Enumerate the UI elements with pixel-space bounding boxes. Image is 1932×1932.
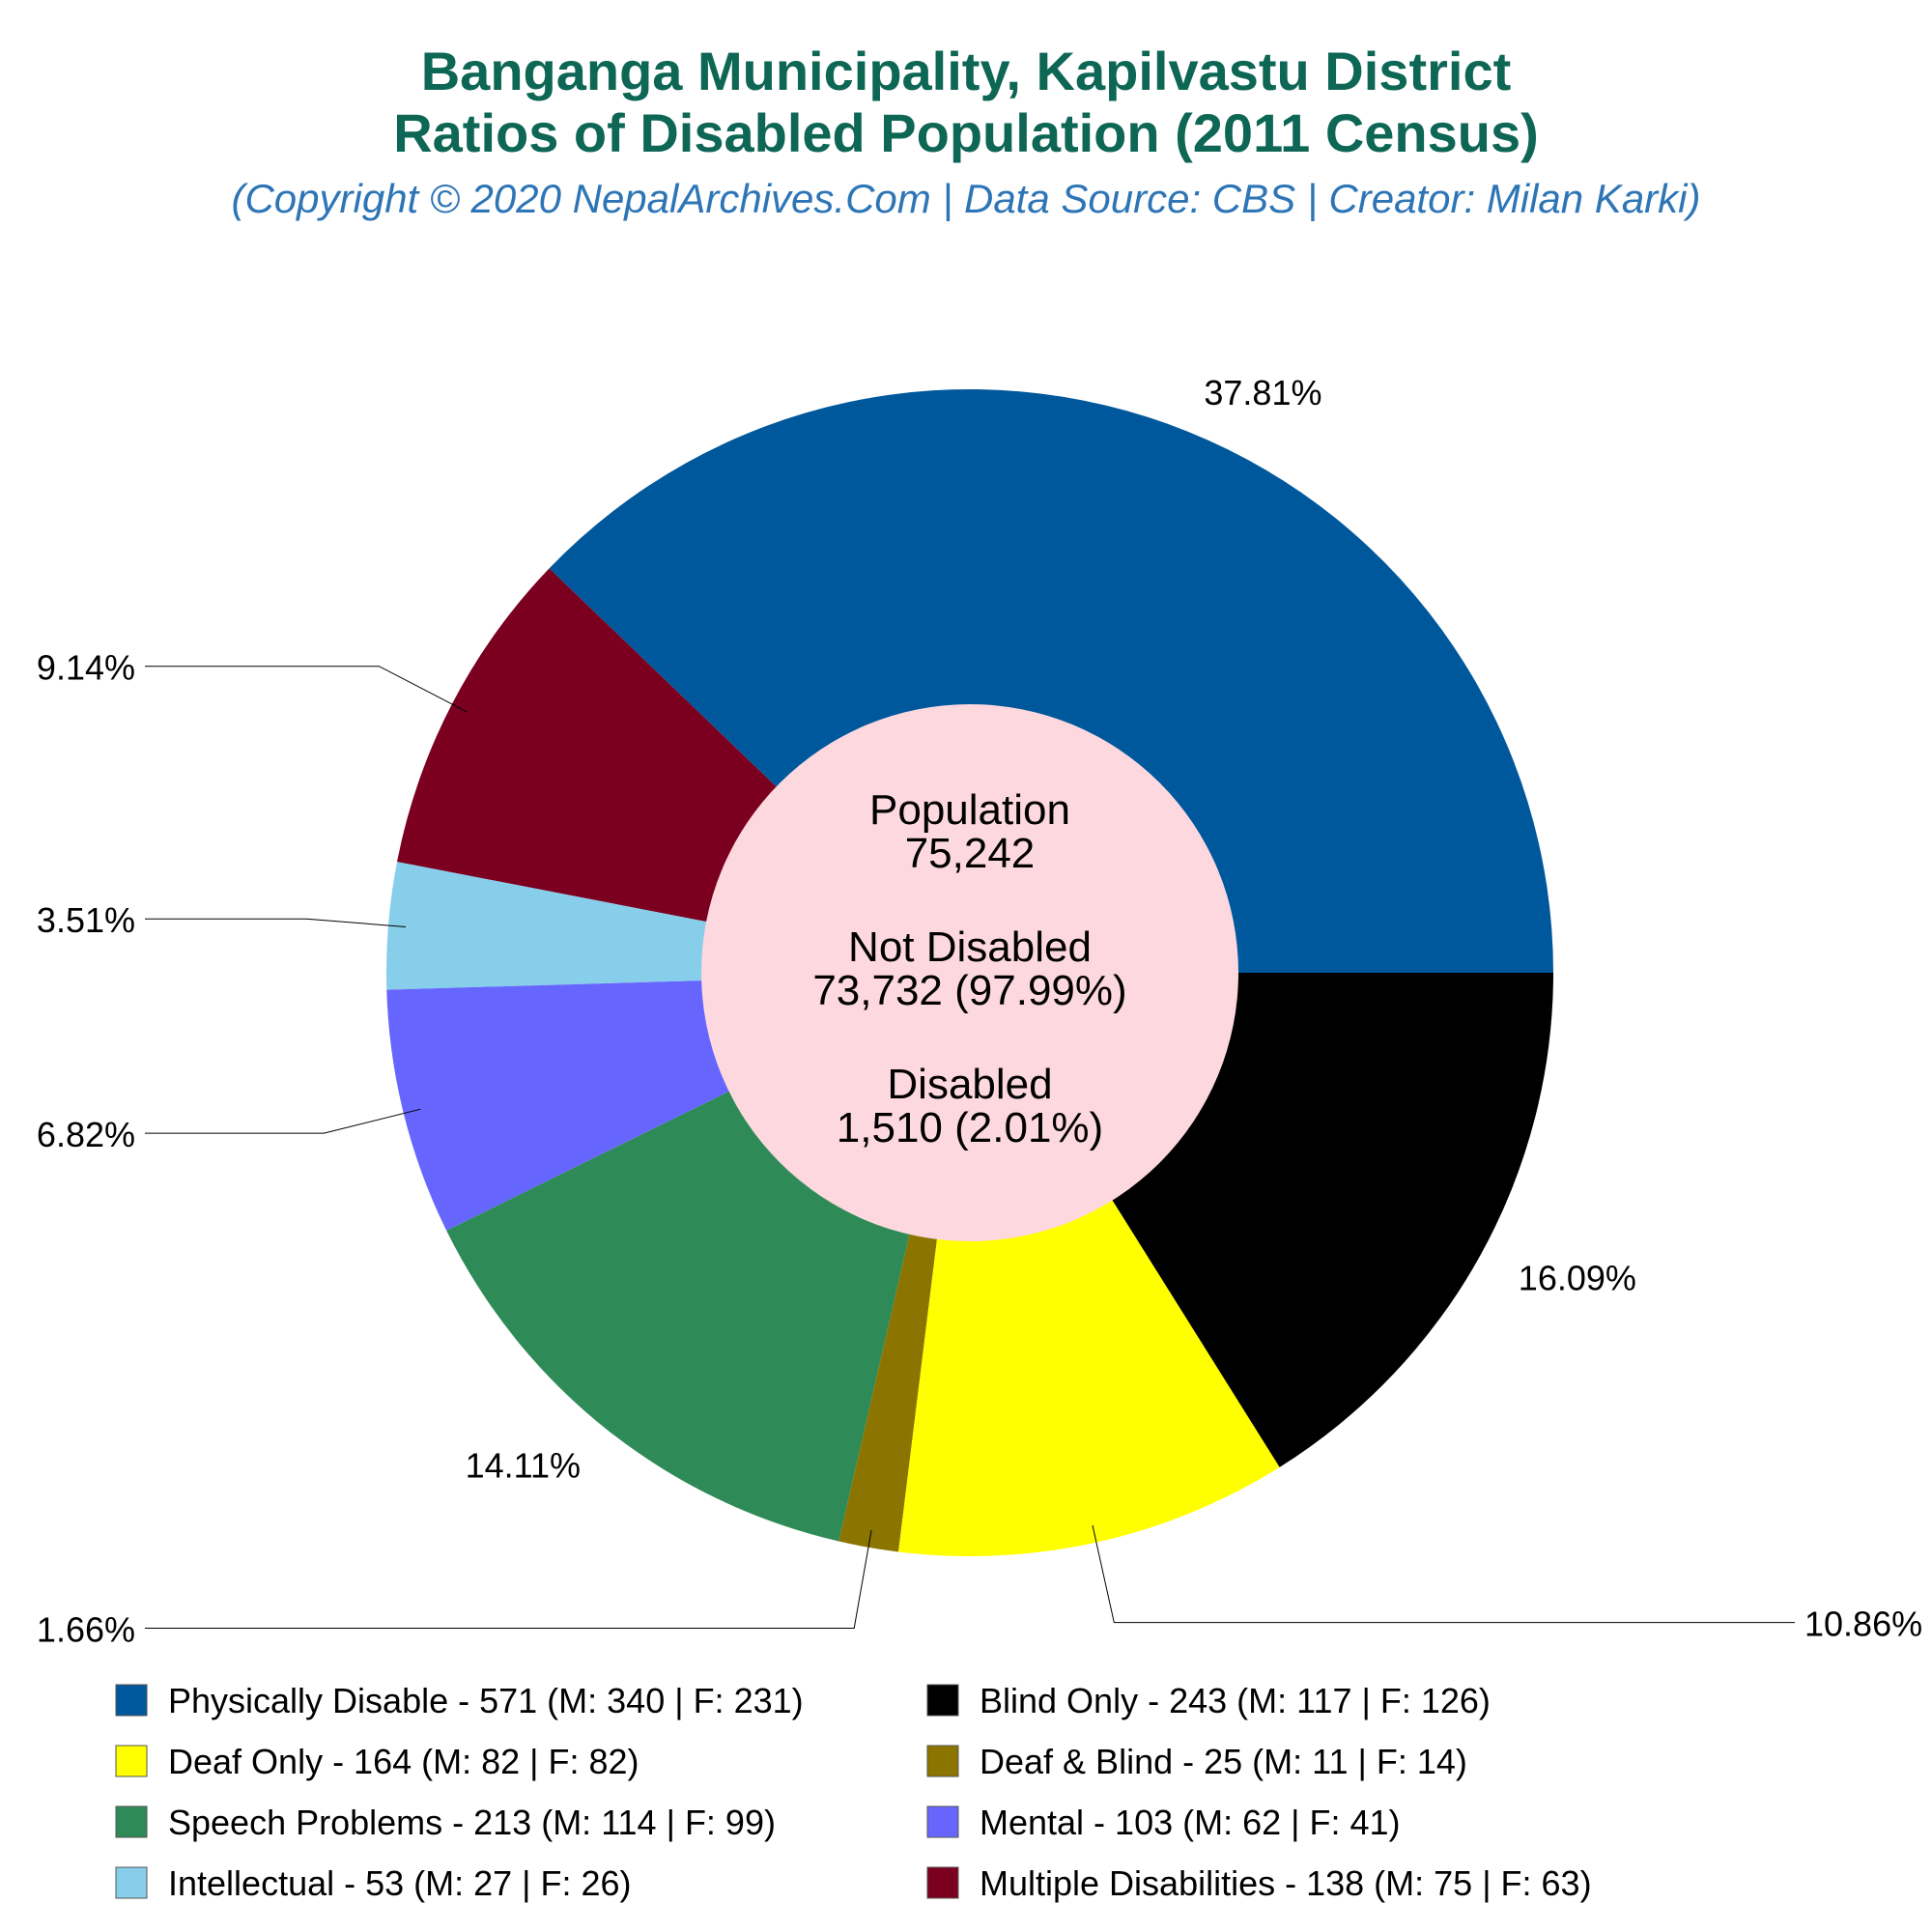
chart-title-line1: Banganga Municipality, Kapilvastu Distri… (421, 41, 1512, 101)
percent-label-speech-problems: 14.11% (466, 1446, 581, 1486)
legend-label-mental: Mental - 103 (M: 62 | F: 41) (980, 1803, 1401, 1842)
legend-label-deaf-and-blind: Deaf & Blind - 25 (M: 11 | F: 14) (980, 1742, 1467, 1781)
legend-label-speech-problems: Speech Problems - 213 (M: 114 | F: 99) (168, 1803, 776, 1842)
center-summary-circle (701, 704, 1238, 1241)
percent-labels: 37.81% 9.14% 3.51% 6.82% 14.11% 1.66% 10.86% 16… (37, 373, 1922, 1650)
percent-label-intellectual: 3.51% (37, 900, 135, 940)
legend-swatch-deaf-only (115, 1745, 148, 1777)
percent-label-physically-disable: 37.81% (1204, 373, 1321, 412)
legend-swatch-blind-only (926, 1684, 959, 1717)
legend-label-intellectual: Intellectual - 53 (M: 27 | F: 26) (168, 1863, 632, 1903)
chart-subtitle: (Copyright © 2020 NepalArchives.Com | Da… (231, 176, 1700, 222)
legend-swatch-deaf-and-blind (926, 1745, 959, 1777)
center-not-disabled-value: 73,732 (97.99%) (812, 967, 1126, 1014)
percent-label-deaf-only: 10.86% (1804, 1605, 1922, 1644)
legend-label-physically-disable: Physically Disable - 571 (M: 340 | F: 23… (168, 1681, 804, 1720)
center-disabled-label: Disabled (887, 1061, 1052, 1108)
center-disabled-value: 1,510 (2.01%) (837, 1104, 1103, 1151)
legend-swatch-intellectual (115, 1866, 148, 1899)
leader-line-mental (145, 1108, 421, 1134)
legend-swatch-speech-problems (115, 1805, 148, 1838)
percent-label-deaf-and-blind: 1.66% (37, 1610, 135, 1650)
percent-label-multiple-disabilities: 9.14% (37, 648, 135, 688)
center-population-value: 75,242 (905, 830, 1036, 877)
leader-line-deaf-only (1092, 1524, 1795, 1624)
percent-label-mental: 6.82% (37, 1115, 135, 1154)
slice-physically-disable (549, 388, 1553, 973)
legend-label-deaf-only: Deaf Only - 164 (M: 82 | F: 82) (168, 1742, 639, 1781)
leader-line-deaf-and-blind (145, 1529, 872, 1629)
leader-line-multiple-disabilities (145, 666, 469, 713)
pie-slices (386, 388, 1553, 1557)
legend-label-blind-only: Blind Only - 243 (M: 117 | F: 126) (980, 1681, 1491, 1720)
center-population-label: Population (869, 786, 1070, 834)
leader-line-intellectual (145, 918, 407, 927)
legend-swatch-physically-disable (115, 1684, 148, 1717)
label-leader-lines (145, 666, 1795, 1629)
chart-title-line2: Ratios of Disabled Population (2011 Cens… (393, 102, 1539, 163)
legend-swatch-multiple-disabilities (926, 1866, 959, 1899)
legend-label-multiple-disabilities: Multiple Disabilities - 138 (M: 75 | F: … (980, 1863, 1592, 1903)
chart-legend: Physically Disable - 571 (M: 340 | F: 23… (115, 1681, 1592, 1903)
legend-swatch-mental (926, 1805, 959, 1838)
center-not-disabled-label: Not Disabled (848, 923, 1092, 971)
percent-label-blind-only: 16.09% (1519, 1258, 1636, 1297)
